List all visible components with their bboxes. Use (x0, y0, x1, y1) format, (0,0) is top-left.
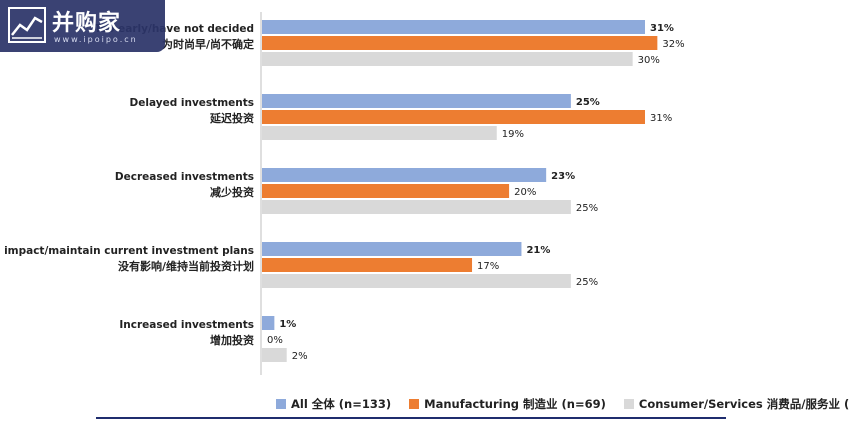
legend-label-consumer: Consumer/Services 消费品/服务业 (n=64) (638, 397, 849, 411)
data-label-all-no-impact: 21% (526, 245, 550, 256)
category-label-delayed: Delayed investments (130, 97, 254, 109)
watermark-chart-icon (8, 7, 46, 43)
watermark-url: www.ipoipo.cn (54, 35, 138, 44)
legend: All 全体 (n=133) Manufacturing 制造业 (n=69) … (276, 396, 849, 412)
watermark: 并购家 www.ipoipo.cn (0, 0, 165, 52)
footer-rule (96, 417, 726, 419)
category-label-increased: Increased investments (119, 319, 254, 331)
legend-swatch-all (276, 399, 286, 409)
category-label-decreased: Decreased investments (115, 171, 254, 183)
data-label-consumer-delayed: 19% (502, 129, 524, 140)
data-label-manufacturing-increased: 0% (267, 335, 283, 346)
bar-manufacturing-delayed (262, 110, 645, 124)
bar-consumer-decreased (262, 200, 571, 214)
bar-consumer-increased (262, 348, 287, 362)
bar-consumer-no-impact (262, 274, 571, 288)
bar-all-too-early (262, 20, 645, 34)
legend-label-manufacturing: Manufacturing 制造业 (n=69) (424, 397, 606, 411)
data-label-manufacturing-no-impact: 17% (477, 261, 499, 272)
bar-all-no-impact (262, 242, 522, 256)
data-label-all-delayed: 25% (576, 97, 600, 108)
bar-consumer-delayed (262, 126, 497, 140)
bar-all-increased (262, 316, 275, 330)
data-label-consumer-decreased: 25% (576, 203, 598, 214)
legend-swatch-manufacturing (409, 399, 420, 409)
legend-label-all: All 全体 (n=133) (291, 397, 392, 411)
bar-manufacturing-decreased (262, 184, 510, 198)
category-label-zh-too-early: 为时尚早/尚不确定 (162, 37, 254, 51)
data-label-manufacturing-too-early: 32% (662, 39, 684, 50)
data-label-consumer-no-impact: 25% (576, 277, 598, 288)
data-label-consumer-too-early: 30% (638, 55, 660, 66)
legend-item-manufacturing: Manufacturing 制造业 (n=69) (409, 396, 606, 412)
bar-consumer-too-early (262, 52, 633, 66)
data-label-consumer-increased: 2% (292, 351, 308, 362)
data-label-all-decreased: 23% (551, 171, 575, 182)
legend-item-all: All 全体 (n=133) (276, 396, 391, 412)
bar-all-delayed (262, 94, 571, 108)
data-label-manufacturing-delayed: 31% (650, 113, 672, 124)
data-label-manufacturing-decreased: 20% (514, 187, 536, 198)
data-label-all-too-early: 31% (650, 23, 674, 34)
watermark-brand: 并购家 (52, 11, 122, 36)
bar-all-decreased (262, 168, 547, 182)
legend-item-consumer: Consumer/Services 消费品/服务业 (n=64) (623, 396, 849, 412)
bar-manufacturing-too-early (262, 36, 658, 50)
category-label-zh-no-impact: 没有影响/维持当前投资计划 (118, 259, 254, 273)
bar-manufacturing-no-impact (262, 258, 473, 272)
category-label-zh-increased: 增加投资 (210, 333, 254, 347)
category-label-no-impact: No impact/maintain current investment pl… (0, 245, 254, 257)
category-label-zh-decreased: 减少投资 (210, 185, 254, 199)
data-label-all-increased: 1% (279, 319, 296, 330)
category-label-zh-delayed: 延迟投资 (209, 111, 254, 125)
legend-swatch-consumer (623, 399, 634, 409)
